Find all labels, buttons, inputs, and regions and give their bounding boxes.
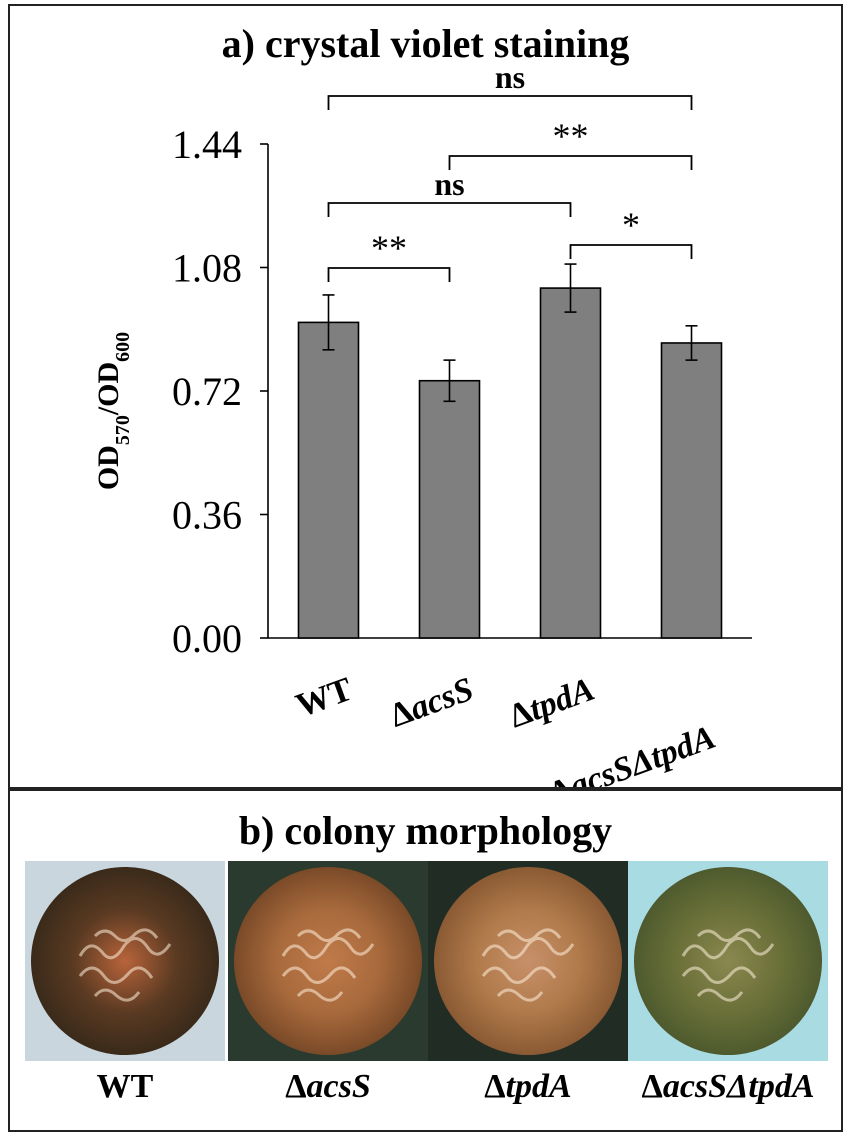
colony-label: ΔacsS: [285, 1068, 371, 1105]
colony-section-title: b) colony morphology: [238, 808, 613, 853]
significance-bracket: [448, 155, 693, 170]
significance-bracket: [569, 244, 693, 259]
colony-photo: [628, 861, 828, 1061]
colony-image: [628, 861, 828, 1061]
colony-photo: [228, 861, 428, 1061]
significance-label: *: [622, 205, 640, 245]
significance-label: **: [553, 116, 589, 156]
significance-bracket: [327, 267, 451, 282]
colony-label: ΔacsSΔtpdA: [641, 1068, 815, 1105]
x-tick-label: ΔtpdA: [504, 671, 599, 736]
colony-image: [25, 861, 225, 1061]
colony-photo: [25, 861, 225, 1061]
colony-photo: [428, 861, 628, 1061]
colony-label: ΔtpdA: [484, 1068, 572, 1105]
significance-label: ns: [495, 59, 525, 95]
bar: [418, 379, 481, 639]
significance-bracket: [327, 95, 693, 110]
colony-image: [228, 861, 428, 1061]
panel-b: b) colony morphology WT: [8, 789, 843, 1132]
y-tick-label: 1.08: [172, 246, 242, 291]
bar: [660, 342, 723, 639]
y-axis-label: OD570/OD600: [92, 332, 134, 490]
bar: [297, 321, 360, 639]
y-tick-label: 0.00: [172, 616, 242, 661]
x-tick-label: ΔacsS: [385, 671, 478, 735]
significance-bracket: [327, 202, 572, 217]
bar: [539, 287, 602, 639]
y-tick-label: 0.72: [172, 369, 242, 414]
panel-a: a) crystal violet staining 0.00 0.36 0.72 1…: [8, 4, 843, 789]
significance-label: ns: [434, 166, 464, 202]
chart-title: a) crystal violet staining: [221, 21, 630, 66]
colony-label: WT: [96, 1068, 154, 1105]
colony-image: [428, 861, 628, 1061]
y-tick-label: 0.36: [172, 493, 242, 538]
significance-label: **: [371, 228, 407, 268]
x-tick-label: WT: [291, 671, 357, 725]
x-tick-label: ΔacsSΔtpdA: [545, 719, 720, 787]
y-tick-label: 1.44: [172, 122, 242, 167]
